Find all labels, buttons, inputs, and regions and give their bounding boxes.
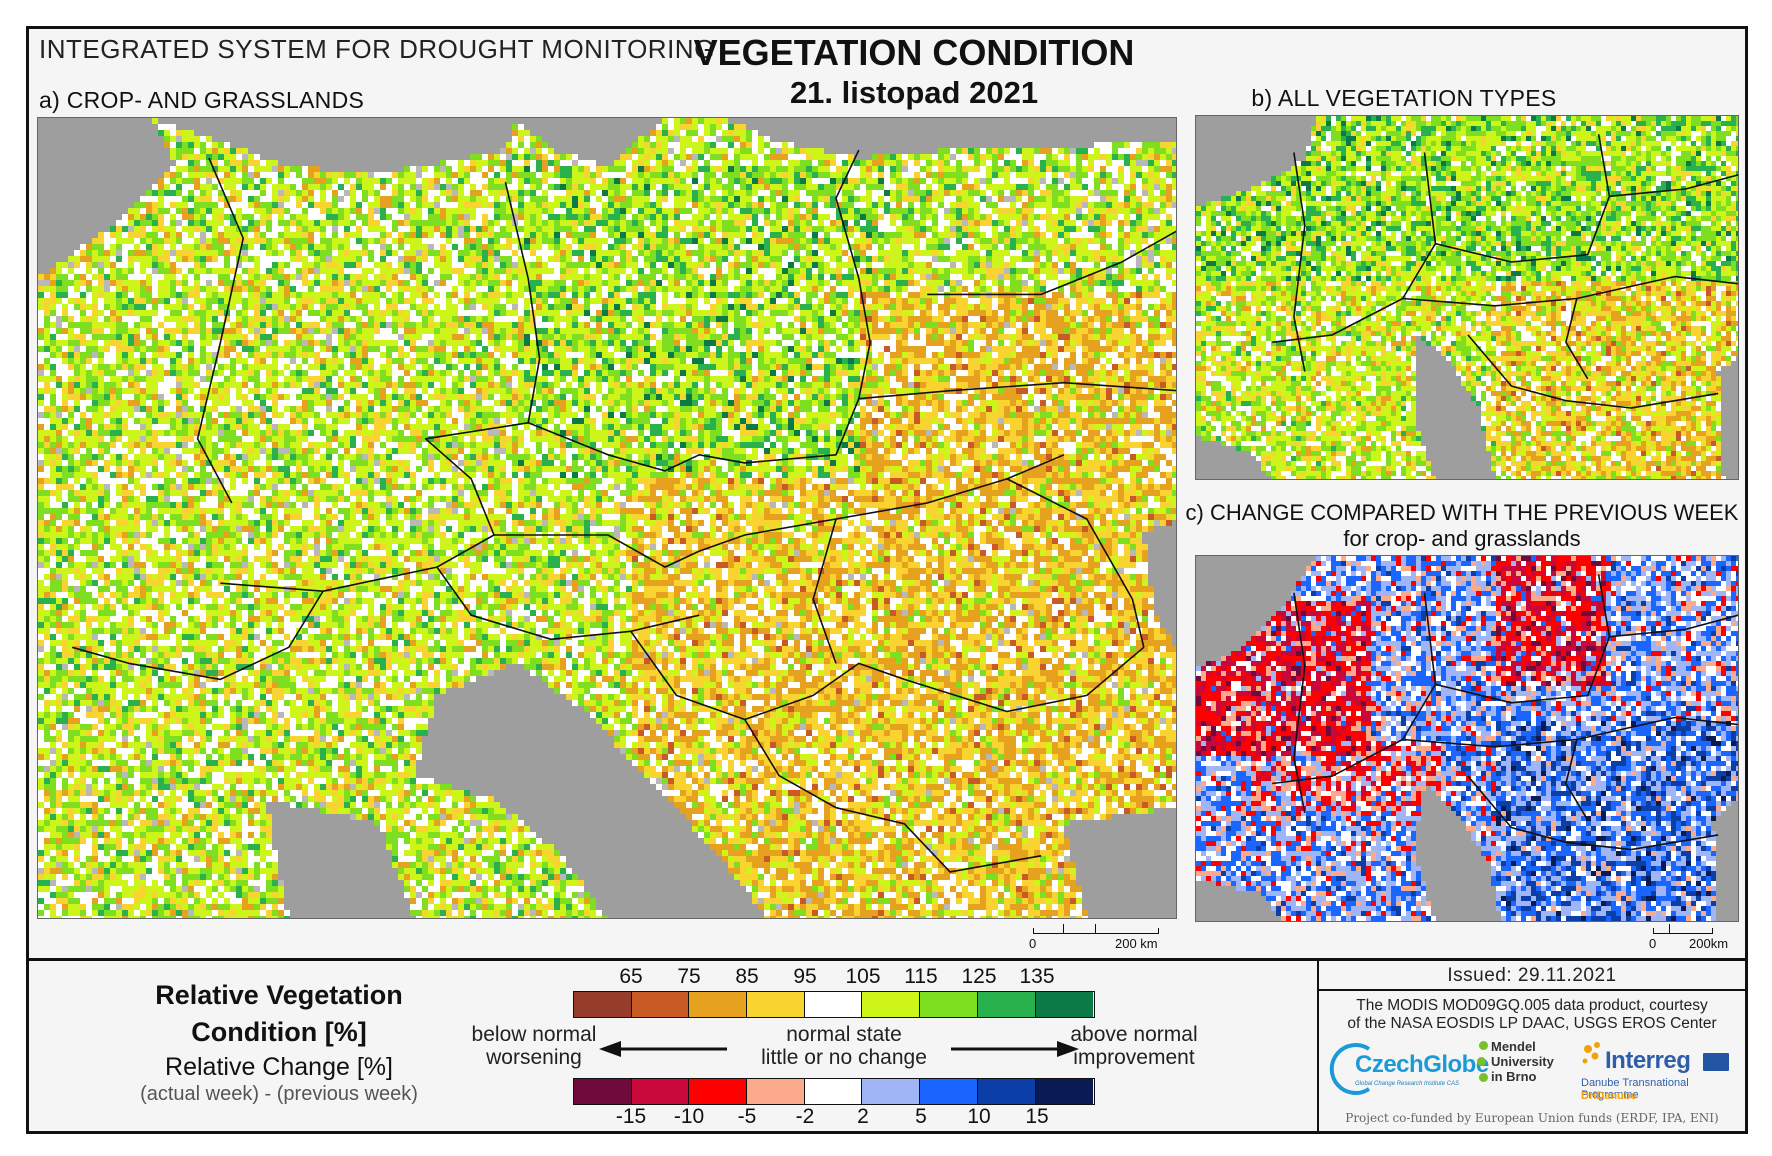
panel-b-title: b) ALL VEGETATION TYPES <box>1224 85 1584 112</box>
scalebar-distance-label: 200 km <box>1115 936 1158 951</box>
data-credit-line-2: of the NASA EOSDIS LP DAAC, USGS EROS Ce… <box>1319 1015 1745 1033</box>
data-credit-line-1: The MODIS MOD09GQ.005 data product, cour… <box>1319 997 1745 1015</box>
cofunding-note: Project co-funded by European Union fund… <box>1319 1111 1745 1125</box>
legend-area: Relative Vegetation Condition [%] Relati… <box>29 958 1745 1131</box>
change-swatch <box>978 1079 1036 1104</box>
rvc-swatch <box>1036 992 1094 1017</box>
little-change-text: little or no change <box>719 1046 969 1069</box>
czechglobe-logo[interactable]: CzechGlobe Global Change Research Instit… <box>1329 1041 1489 1097</box>
rvc-tick-label: 75 <box>677 965 700 989</box>
rvc-tick-label: 65 <box>619 965 642 989</box>
scalebar-zero-label: 0 <box>1649 936 1656 951</box>
change-color-scale <box>573 1078 1095 1105</box>
normal-state-text: normal state <box>719 1023 969 1046</box>
interreg-logo[interactable]: Interreg Danube Transnational Programme … <box>1579 1039 1743 1103</box>
above-normal-label: above normal improvement <box>1059 1023 1209 1069</box>
change-tick-label: -5 <box>738 1105 757 1129</box>
czechglobe-subtitle: Global Change Research Institute CAS <box>1355 1081 1459 1087</box>
rvc-tick-label: 115 <box>904 965 937 989</box>
data-credit: The MODIS MOD09GQ.005 data product, cour… <box>1319 997 1745 1033</box>
panel-a-map[interactable] <box>37 117 1177 919</box>
rvc-swatch <box>805 992 863 1017</box>
czechglobe-name: CzechGlobe <box>1355 1051 1489 1079</box>
change-legend-formula: (actual week) - (previous week) <box>109 1083 449 1106</box>
rvc-swatch <box>632 992 690 1017</box>
rvc-swatch <box>978 992 1036 1017</box>
mendel-line: University <box>1491 1054 1554 1069</box>
scalebar-line <box>1653 928 1713 934</box>
rvc-swatch <box>862 992 920 1017</box>
credits-panel: Issued: 29.11.2021 The MODIS MOD09GQ.005… <box>1317 961 1745 1131</box>
crop-grassland-condition-map <box>38 118 1177 919</box>
rvc-tick-label: 95 <box>793 965 816 989</box>
change-tick-labels: -15 -10 -5 -2 2 5 10 15 <box>573 1105 1113 1129</box>
mendel-text: Mendel University in Brno <box>1491 1039 1554 1084</box>
mendel-dot-icon <box>1479 1073 1488 1082</box>
change-swatch <box>632 1079 690 1104</box>
rvc-tick-label: 125 <box>961 965 996 989</box>
scalebar-mid-tick <box>1669 924 1670 934</box>
scalebar-panel-c: 0 200km <box>1649 923 1741 953</box>
scalebar-line <box>1033 928 1159 934</box>
change-tick-label: -2 <box>796 1105 815 1129</box>
rvc-swatch <box>574 992 632 1017</box>
scalebar-mid-tick <box>1063 924 1064 934</box>
eu-flag-icon <box>1703 1053 1729 1071</box>
main-title: VEGETATION CONDITION <box>634 32 1194 74</box>
worsening-text: worsening <box>459 1046 609 1069</box>
change-swatch <box>805 1079 863 1104</box>
interreg-name: Interreg <box>1605 1047 1690 1075</box>
rvc-color-scale <box>573 991 1095 1018</box>
rvc-tick-label: 135 <box>1019 965 1054 989</box>
rvc-tick-label: 85 <box>735 965 758 989</box>
mendel-university-logo[interactable]: Mendel University in Brno <box>1477 1039 1577 1099</box>
rvc-swatch <box>747 992 805 1017</box>
rvc-tick-labels: 65 75 85 95 105 115 125 135 <box>573 965 1113 989</box>
scalebar-zero-label: 0 <box>1029 936 1036 951</box>
below-normal-label: below normal worsening <box>459 1023 609 1069</box>
panel-c-map[interactable] <box>1195 555 1739 922</box>
change-tick-label: 5 <box>915 1105 927 1129</box>
panel-a-title: a) CROP- AND GRASSLANDS <box>39 87 364 114</box>
change-legend-title: Relative Change [%] <box>109 1053 449 1082</box>
improvement-text: improvement <box>1059 1046 1209 1069</box>
map-date: 21. listopad 2021 <box>634 75 1194 111</box>
scalebar-mid-tick <box>1095 924 1096 934</box>
map-sheet-frame: INTEGRATED SYSTEM FOR DROUGHT MONITORING… <box>26 26 1748 1134</box>
issued-date: Issued: 29.11.2021 <box>1319 961 1745 991</box>
change-swatch <box>689 1079 747 1104</box>
arrow-left-icon <box>599 1039 729 1059</box>
change-swatch <box>574 1079 632 1104</box>
above-normal-text: above normal <box>1059 1023 1209 1046</box>
panel-b-map[interactable] <box>1195 115 1739 480</box>
change-tick-label: 2 <box>857 1105 869 1129</box>
scalebar-panel-a: 0 200 km <box>1029 923 1174 953</box>
normal-state-label: normal state little or no change <box>719 1023 969 1069</box>
change-swatch <box>1036 1079 1094 1104</box>
panel-c-title: c) CHANGE COMPARED WITH THE PREVIOUS WEE… <box>1179 500 1745 526</box>
mendel-dot-icon <box>1479 1041 1488 1050</box>
rvc-legend-title: Relative Vegetation Condition [%] <box>109 977 449 1051</box>
change-swatch <box>920 1079 978 1104</box>
rvc-swatch <box>689 992 747 1017</box>
system-title: INTEGRATED SYSTEM FOR DROUGHT MONITORING <box>39 34 715 65</box>
change-tick-label: -10 <box>674 1105 704 1129</box>
change-tick-label: 10 <box>967 1105 990 1129</box>
change-tick-label: -15 <box>616 1105 646 1129</box>
mendel-dot-icon <box>1477 1057 1486 1066</box>
weekly-change-map <box>1196 556 1739 922</box>
all-vegetation-condition-map <box>1196 116 1739 480</box>
change-tick-label: 15 <box>1025 1105 1048 1129</box>
map-area: INTEGRATED SYSTEM FOR DROUGHT MONITORING… <box>29 29 1745 956</box>
scalebar-distance-label: 200km <box>1689 936 1728 951</box>
rvc-tick-label: 105 <box>845 965 880 989</box>
change-swatch <box>862 1079 920 1104</box>
change-swatch <box>747 1079 805 1104</box>
mendel-line: in Brno <box>1491 1069 1554 1084</box>
rvc-swatch <box>920 992 978 1017</box>
below-normal-text: below normal <box>459 1023 609 1046</box>
panel-c-subtitle: for crop- and grasslands <box>1179 526 1745 552</box>
interreg-project: DriDanube <box>1581 1090 1637 1102</box>
mendel-line: Mendel <box>1491 1039 1554 1054</box>
